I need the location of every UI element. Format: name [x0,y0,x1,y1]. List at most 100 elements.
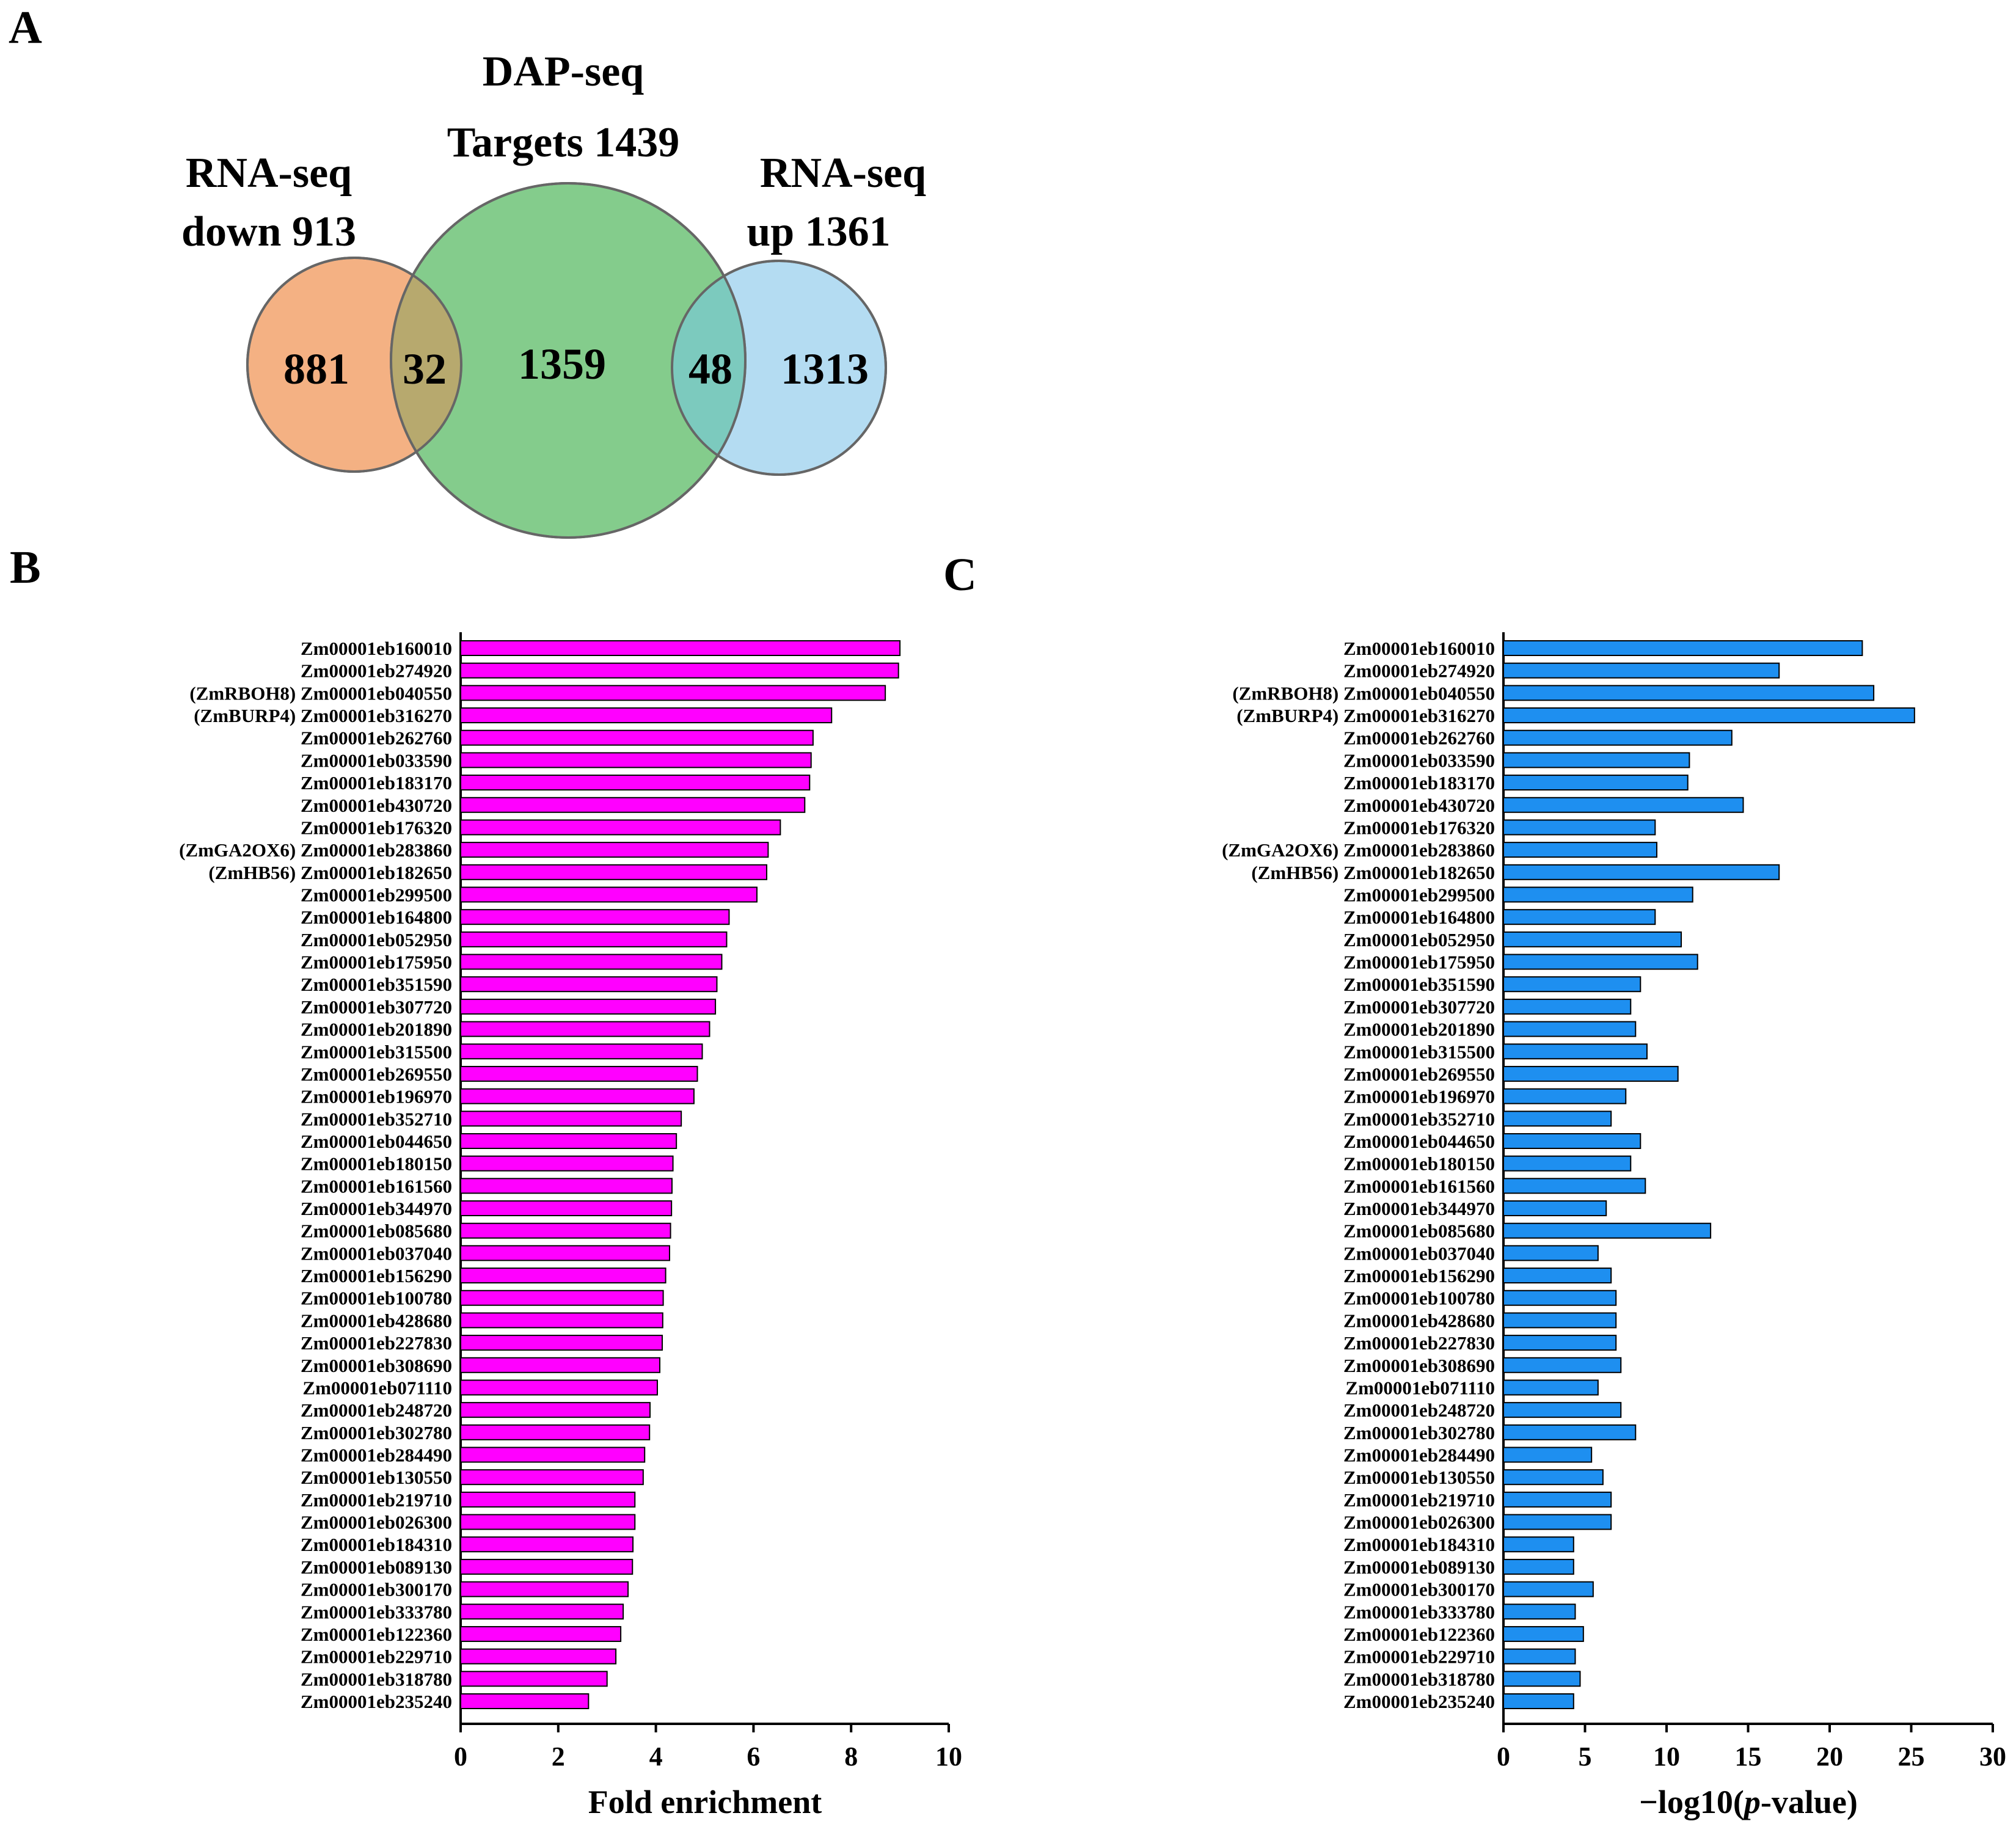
pval-category-label: Zm00001eb318780 [1343,1668,1495,1690]
pval-category-label: Zm00001eb037040 [1343,1242,1495,1264]
pval-category-label: Zm00001eb308690 [1343,1355,1495,1376]
fold-category-label: Zm00001eb156290 [301,1265,452,1286]
pval-category-label: Zm00001eb307720 [1343,996,1495,1018]
panel-letter-a: A [9,2,42,53]
fold-bar [460,931,728,947]
fold-category-label: Zm00001eb227830 [301,1332,452,1354]
fold-bar [460,1402,651,1418]
pval-category-label: Zm00001eb033590 [1343,750,1495,771]
fold-bar [460,842,769,858]
fold-x-axis-title: Fold enrichment [588,1784,822,1820]
pval-bar [1503,886,1693,903]
fold-bar [460,1469,644,1486]
fold-bar [460,1357,660,1373]
venn-right-title-line2: up 1361 [747,208,890,255]
pval-category-label: Zm00001eb428680 [1343,1310,1495,1331]
fold-category-label: Zm00001eb299500 [301,884,452,905]
fold-category-label: (ZmGA2OX6) Zm00001eb283860 [179,839,452,861]
pval-bar [1503,1268,1612,1284]
fold-category-label: Zm00001eb229710 [301,1646,452,1668]
fold-enrichment-chart: 0 2 4 6 8 10Zm00001eb160010Zm00001eb274920(Zm… [179,632,962,1820]
pval-category-label: Zm00001eb089130 [1343,1556,1495,1578]
fold-bar [460,707,833,724]
fold-bar [460,752,812,768]
pval-bar [1503,1245,1599,1261]
fold-category-label: Zm00001eb262760 [301,728,452,749]
fold-category-label: (ZmHB56) Zm00001eb182650 [208,862,452,883]
fold-category-label: Zm00001eb352710 [301,1108,452,1129]
pval-bar [1503,1290,1617,1306]
fold-category-label: Zm00001eb307720 [301,996,452,1018]
pval-bar [1503,1469,1604,1486]
fold-category-label: Zm00001eb235240 [301,1691,452,1712]
pval-category-label: Zm00001eb130550 [1343,1467,1495,1488]
pval-bar [1503,1222,1712,1239]
fold-category-label: Zm00001eb269550 [301,1063,452,1085]
fold-category-label: Zm00001eb315500 [301,1041,452,1062]
fold-category-label: Zm00001eb085680 [301,1220,452,1242]
fold-x-tick-label: 4 [649,1742,663,1771]
pval-category-label: Zm00001eb227830 [1343,1332,1495,1354]
pval-bar [1503,909,1656,925]
venn-count-down-and-dap: 32 [403,345,447,393]
fold-category-label: Zm00001eb308690 [301,1355,452,1376]
pval-bar [1503,1536,1574,1553]
pval-category-label: Zm00001eb333780 [1343,1601,1495,1622]
pval-x-tick-label: 20 [1816,1742,1843,1771]
pval-bar [1503,931,1682,947]
pval-bar [1503,707,1915,724]
pval-category-label: Zm00001eb269550 [1343,1063,1495,1085]
pval-bar [1503,1133,1642,1149]
pval-bar [1503,1312,1617,1329]
pval-category-label: Zm00001eb284490 [1343,1445,1495,1466]
fold-bar [460,1581,629,1597]
venn-left-title-line2: down 913 [181,208,356,255]
pval-bar [1503,1379,1599,1396]
pval-category-label: Zm00001eb161560 [1343,1175,1495,1197]
fold-x-tick-label: 2 [552,1742,565,1771]
pval-bar [1503,797,1744,813]
fold-bar [460,1693,590,1709]
pval-bar [1503,752,1690,768]
pval-bar [1503,1065,1679,1082]
fold-bar [460,797,806,813]
pval-x-tick-label: 10 [1653,1742,1680,1771]
pval-category-label: Zm00001eb315500 [1343,1041,1495,1062]
fold-bar [460,1558,634,1575]
fold-category-label: Zm00001eb100780 [301,1288,452,1309]
pval-category-label: Zm00001eb026300 [1343,1512,1495,1533]
pval-category-label: Zm00001eb351590 [1343,974,1495,995]
fold-category-label: Zm00001eb044650 [301,1131,452,1152]
fold-bar [460,954,723,970]
pval-bar [1503,1625,1584,1642]
pval-bar [1503,729,1733,746]
pval-bar [1503,1648,1576,1665]
pval-category-label: Zm00001eb156290 [1343,1265,1495,1286]
fold-category-label: (ZmBURP4) Zm00001eb316270 [194,705,452,726]
pval-category-label: Zm00001eb071110 [1345,1377,1495,1398]
pval-category-label: Zm00001eb122360 [1343,1624,1495,1645]
fold-category-label: Zm00001eb071110 [302,1377,452,1398]
venn-outline-dap [390,182,747,539]
pval-bar [1503,864,1780,880]
fold-category-label: Zm00001eb196970 [301,1086,452,1107]
pval-category-label: Zm00001eb044650 [1343,1131,1495,1152]
pval-x-tick-label: 30 [1979,1742,2006,1771]
pval-category-label: Zm00001eb183170 [1343,772,1495,793]
fold-category-label: Zm00001eb089130 [301,1556,452,1578]
pval-bar [1503,1558,1574,1575]
fold-bar [460,1178,673,1194]
panel-letter-b: B [10,542,41,593]
fold-category-label: Zm00001eb344970 [301,1198,452,1219]
pval-category-label: Zm00001eb299500 [1343,884,1495,905]
fold-bar [460,1603,624,1620]
venn-left-title-line1: RNA-seq [186,150,352,197]
pval-x-axis-title: −log10(p-value) [1639,1784,1858,1820]
fold-x-tick-label: 6 [747,1742,760,1771]
venn-count-up-only: 1313 [781,345,869,393]
venn-center-title-line2: Targets 1439 [447,119,679,166]
pval-category-label: Zm00001eb176320 [1343,817,1495,838]
venn-count-down-only: 881 [283,345,349,393]
pval-category-label: (ZmHB56) Zm00001eb182650 [1251,862,1495,883]
fold-category-label: Zm00001eb274920 [301,660,452,682]
